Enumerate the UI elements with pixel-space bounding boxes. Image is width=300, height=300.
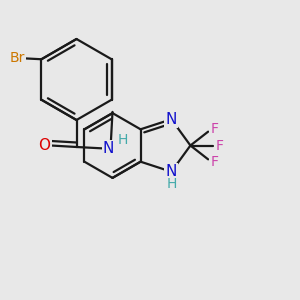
Text: Br: Br [10, 51, 25, 65]
Text: H: H [166, 177, 177, 191]
Text: N: N [103, 141, 114, 156]
Text: O: O [38, 138, 50, 153]
Text: F: F [211, 122, 218, 136]
Text: H: H [118, 133, 128, 146]
Text: N: N [166, 112, 177, 127]
Text: N: N [166, 164, 177, 179]
Text: F: F [215, 139, 223, 152]
Text: F: F [211, 155, 218, 170]
